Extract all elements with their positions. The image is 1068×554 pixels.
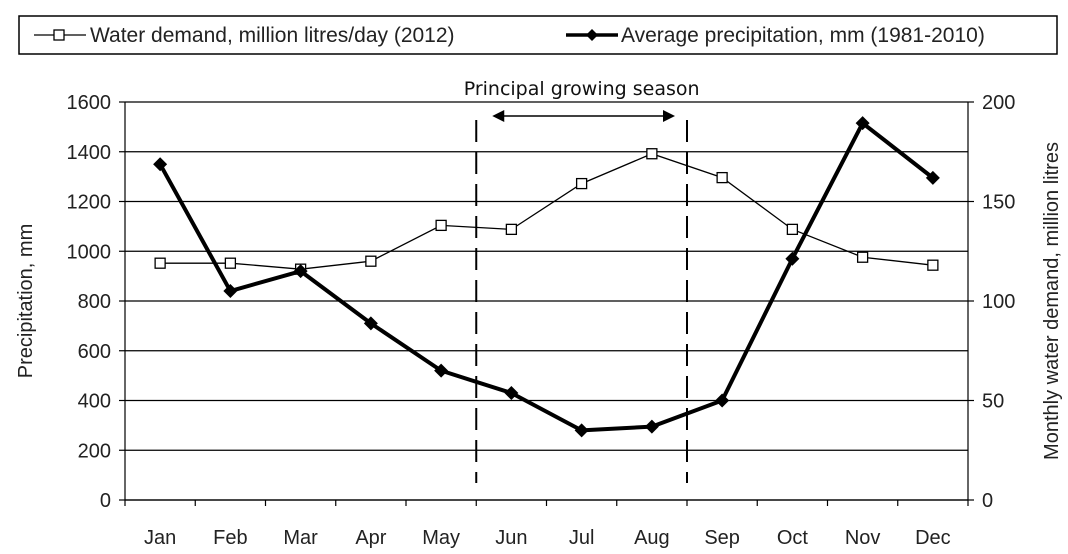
water-demand-point — [856, 251, 869, 263]
left-axis-ticks: 0 200 400 600 800 1000 1200 1400 1600 — [67, 92, 125, 512]
left-tick-label: 1000 — [67, 241, 112, 263]
legend-item-precipitation: Average precipitation, mm (1981-2010) — [566, 24, 985, 47]
legend-item-water-demand: Water demand, million litres/day (2012) — [34, 24, 455, 47]
water-demand-point — [575, 177, 588, 190]
precipitation-point — [644, 419, 659, 434]
x-tick-label: Jun — [495, 527, 527, 549]
left-tick-label: 1400 — [67, 142, 112, 164]
legend-precipitation-label: Average precipitation, mm (1981-2010) — [621, 24, 985, 47]
season-arrowhead-left — [492, 110, 505, 122]
x-tick-label: Jan — [144, 527, 176, 549]
series-precipitation — [153, 116, 940, 438]
water-demand-point — [154, 257, 166, 269]
precipitation-point — [504, 386, 519, 401]
legend-water-demand-label: Water demand, million litres/day (2012) — [90, 24, 455, 47]
water-demand-point — [365, 255, 377, 267]
x-tick-label: Apr — [355, 527, 386, 549]
right-tick-label: 100 — [982, 291, 1015, 313]
x-tick-label: Sep — [704, 527, 740, 549]
right-tick-label: 200 — [982, 92, 1015, 114]
growing-season-label: Principal growing season — [464, 78, 700, 100]
x-tick-label: Feb — [213, 527, 247, 549]
precipitation-line — [158, 121, 935, 433]
water-demand-point — [646, 148, 658, 160]
x-axis-ticks: Jan Feb Mar Apr May Jun Jul Aug Sep Oct Nov Dec — [124, 499, 969, 549]
water-demand-point — [224, 257, 237, 269]
precipitation-point — [574, 423, 589, 438]
left-tick-label: 800 — [78, 291, 111, 313]
left-tick-label: 0 — [100, 490, 111, 512]
legend-box — [18, 15, 1058, 55]
x-tick-label: Oct — [777, 527, 809, 549]
water-demand-point — [786, 223, 799, 236]
precipitation-point — [785, 251, 800, 266]
left-tick-label: 200 — [78, 440, 111, 462]
growing-season-annotation — [475, 110, 688, 483]
series-water-demand — [154, 148, 939, 275]
x-tick-label: Nov — [845, 527, 881, 549]
legend-water-demand-marker — [53, 29, 65, 41]
left-tick-label: 600 — [78, 341, 111, 363]
right-tick-label: 150 — [982, 192, 1015, 214]
right-tick-label: 50 — [982, 391, 1004, 413]
right-axis-title: Monthly water demand, million litres — [1041, 142, 1063, 460]
precipitation-point — [223, 284, 238, 299]
legend-precipitation-marker — [586, 29, 598, 41]
water-demand-point — [716, 171, 728, 184]
x-tick-label: Jul — [569, 527, 595, 549]
precipitation-point — [855, 116, 870, 131]
x-tick-label: Dec — [915, 527, 951, 549]
left-axis-title: Precipitation, mm — [15, 224, 37, 379]
left-tick-label: 400 — [78, 391, 111, 413]
precipitation-point — [363, 316, 378, 331]
legend: Water demand, million litres/day (2012) … — [18, 15, 1058, 55]
gridlines — [125, 101, 968, 501]
x-tick-label: May — [422, 527, 460, 549]
x-tick-label: Mar — [283, 527, 318, 549]
left-tick-label: 1600 — [67, 92, 112, 114]
precipitation-point — [715, 393, 730, 408]
water-demand-point — [505, 223, 518, 236]
water-demand-point — [435, 219, 447, 232]
precipitation-point — [434, 363, 449, 378]
right-axis-ticks: 0 50 100 150 200 — [968, 92, 1015, 512]
left-tick-label: 1200 — [67, 192, 112, 214]
season-arrowhead-right — [663, 110, 675, 122]
right-tick-label: 0 — [982, 490, 993, 512]
precipitation-point — [153, 157, 168, 172]
water-demand-point — [927, 259, 939, 271]
x-tick-label: Aug — [634, 527, 670, 549]
precipitation-point — [925, 170, 940, 185]
precipitation-point — [293, 264, 308, 279]
